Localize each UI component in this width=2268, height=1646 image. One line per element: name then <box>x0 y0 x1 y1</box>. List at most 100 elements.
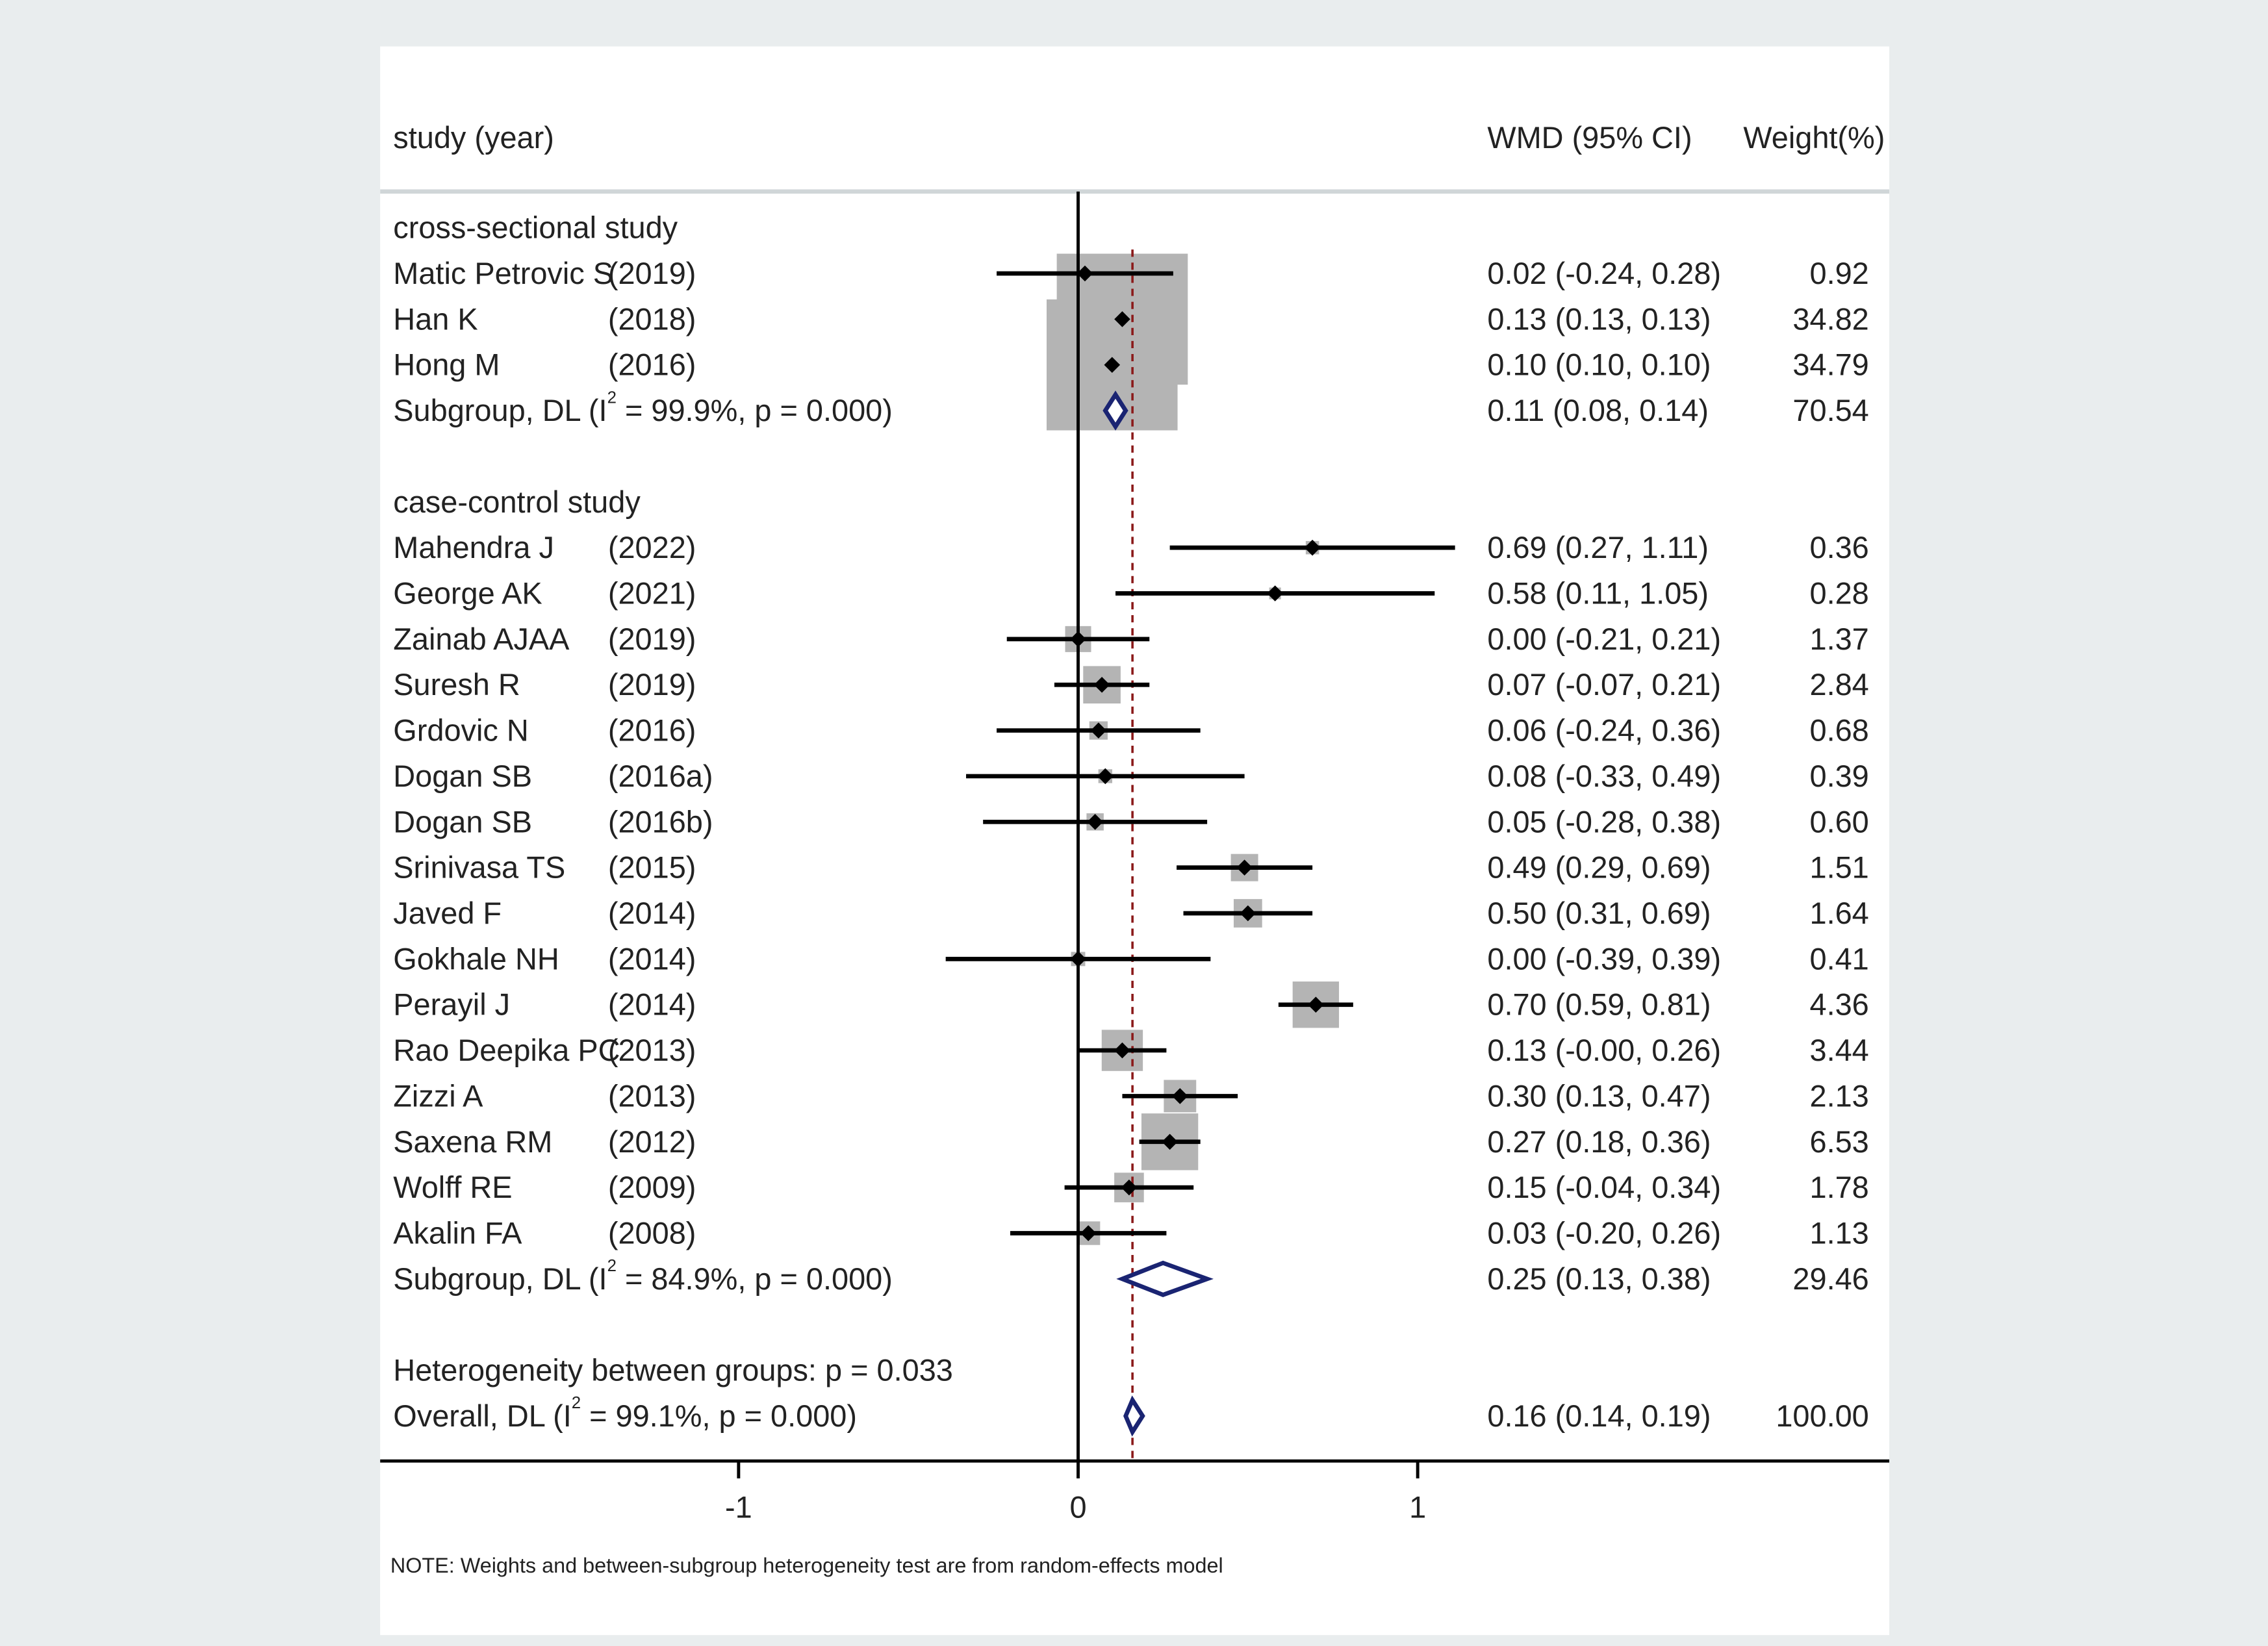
weight-value: 0.68 <box>1810 714 1869 748</box>
study-name: Zizzi A <box>393 1079 483 1113</box>
x-tick-label: -1 <box>725 1491 752 1525</box>
effect-ci-value: 0.30 (0.13, 0.47) <box>1487 1079 1711 1113</box>
effect-ci-value: 0.05 (-0.28, 0.38) <box>1487 805 1721 839</box>
weight-value: 3.44 <box>1810 1033 1869 1067</box>
study-name: Dogan SB <box>393 805 532 839</box>
effect-ci-value: 0.06 (-0.24, 0.36) <box>1487 714 1721 748</box>
study-name: Srinivasa TS <box>393 851 565 885</box>
weight-value: 2.13 <box>1810 1079 1869 1113</box>
study-name: Matic Petrovic S <box>393 257 613 290</box>
weight-value: 0.41 <box>1810 942 1869 976</box>
weight-value: 1.64 <box>1810 896 1869 930</box>
effect-ci-value: 0.10 (0.10, 0.10) <box>1487 348 1711 382</box>
study-name: Akalin FA <box>393 1216 522 1250</box>
note-region <box>380 1530 1890 1618</box>
study-name: Han K <box>393 302 478 336</box>
point-estimate <box>1080 1225 1097 1241</box>
study-name: Mahendra J <box>393 531 554 564</box>
point-estimate <box>1121 1179 1138 1196</box>
study-year: (2013) <box>608 1033 696 1067</box>
subgroup-diamond <box>1102 390 1128 431</box>
point-estimate <box>1070 631 1086 648</box>
point-estimate <box>1114 311 1130 327</box>
study-year: (2016) <box>608 348 696 382</box>
study-year: (2019) <box>608 257 696 290</box>
study-name: Saxena RM <box>393 1125 552 1159</box>
subgroup-weight-value: 70.54 <box>1792 394 1868 427</box>
overall-effect-value: 0.16 (0.14, 0.19) <box>1487 1399 1711 1433</box>
effect-ci-value: 0.00 (-0.21, 0.21) <box>1487 622 1721 656</box>
weight-value: 1.37 <box>1810 622 1869 656</box>
study-year: (2022) <box>608 531 696 564</box>
header-study-label: study (year) <box>393 121 554 155</box>
point-estimate <box>1162 1133 1178 1150</box>
effect-ci-value: 0.08 (-0.33, 0.49) <box>1487 759 1721 793</box>
overall-weight-value: 100.00 <box>1776 1399 1868 1433</box>
weight-value: 0.28 <box>1810 577 1869 611</box>
weight-value: 1.13 <box>1810 1216 1869 1250</box>
study-name: Zainab AJAA <box>393 622 570 656</box>
effect-ci-value: 0.03 (-0.20, 0.26) <box>1487 1216 1721 1250</box>
study-year: (2013) <box>608 1079 696 1113</box>
study-year: (2019) <box>608 622 696 656</box>
study-name: Gokhale NH <box>393 942 559 976</box>
study-year: (2008) <box>608 1216 696 1250</box>
subgroup-diamond <box>1116 1260 1214 1298</box>
subgroup-effect-value: 0.25 (0.13, 0.38) <box>1487 1262 1711 1296</box>
study-year: (2015) <box>608 851 696 885</box>
subgroup-effect-value: 0.11 (0.08, 0.14) <box>1487 394 1709 427</box>
study-year: (2019) <box>608 668 696 702</box>
effect-ci-value: 0.27 (0.18, 0.36) <box>1487 1125 1711 1159</box>
study-name: Grdovic N <box>393 714 528 748</box>
point-estimate <box>1093 676 1110 693</box>
weight-value: 0.92 <box>1810 257 1869 290</box>
study-year: (2014) <box>608 942 696 976</box>
effect-ci-value: 0.13 (-0.00, 0.26) <box>1487 1033 1721 1067</box>
weight-value: 34.82 <box>1792 302 1868 336</box>
subgroup-weight-value: 29.46 <box>1792 1262 1868 1296</box>
effect-ci-value: 0.07 (-0.07, 0.21) <box>1487 668 1721 702</box>
study-year: (2016a) <box>608 759 713 793</box>
study-year: (2014) <box>608 988 696 1022</box>
study-year: (2018) <box>608 302 696 336</box>
weight-value: 0.60 <box>1810 805 1869 839</box>
overall-diamond <box>1123 1395 1145 1437</box>
x-tick-label: 1 <box>1409 1491 1426 1525</box>
header-effect-label: WMD (95% CI) <box>1487 121 1692 155</box>
heterogeneity-text: Heterogeneity between groups: p = 0.033 <box>393 1354 953 1387</box>
point-estimate <box>1077 265 1093 282</box>
effect-ci-value: 0.15 (-0.04, 0.34) <box>1487 1171 1721 1204</box>
footnote: NOTE: Weights and between-subgroup heter… <box>390 1554 1223 1577</box>
study-name: Rao Deepika PC <box>393 1033 620 1067</box>
weight-value: 2.84 <box>1810 668 1869 702</box>
weight-value: 1.78 <box>1810 1171 1869 1204</box>
header-weight-label: Weight(%) <box>1743 121 1885 155</box>
point-estimate <box>1097 768 1114 785</box>
effect-ci-value: 0.02 (-0.24, 0.28) <box>1487 257 1721 290</box>
study-name: Javed F <box>393 896 502 930</box>
point-estimate <box>1267 585 1283 601</box>
point-estimate <box>1304 539 1321 556</box>
study-year: (2016b) <box>608 805 713 839</box>
study-year: (2021) <box>608 577 696 611</box>
weight-value: 0.36 <box>1810 531 1869 564</box>
study-year: (2016) <box>608 714 696 748</box>
group-title: case-control study <box>393 485 641 519</box>
effect-ci-value: 0.13 (0.13, 0.13) <box>1487 302 1711 336</box>
study-name: Wolff RE <box>393 1171 512 1204</box>
point-estimate <box>1090 722 1107 739</box>
weight-value: 34.79 <box>1792 348 1868 382</box>
point-estimate <box>1114 1042 1130 1059</box>
study-name: George AK <box>393 577 542 611</box>
effect-ci-value: 0.49 (0.29, 0.69) <box>1487 851 1711 885</box>
effect-ci-value: 0.50 (0.31, 0.69) <box>1487 896 1711 930</box>
weight-value: 1.51 <box>1810 851 1869 885</box>
point-estimate <box>1236 859 1253 876</box>
point-estimate <box>1172 1088 1188 1104</box>
study-name: Hong M <box>393 348 500 382</box>
group-title: cross-sectional study <box>393 211 678 245</box>
effect-ci-value: 0.00 (-0.39, 0.39) <box>1487 942 1721 976</box>
effect-ci-value: 0.58 (0.11, 1.05) <box>1487 577 1709 611</box>
